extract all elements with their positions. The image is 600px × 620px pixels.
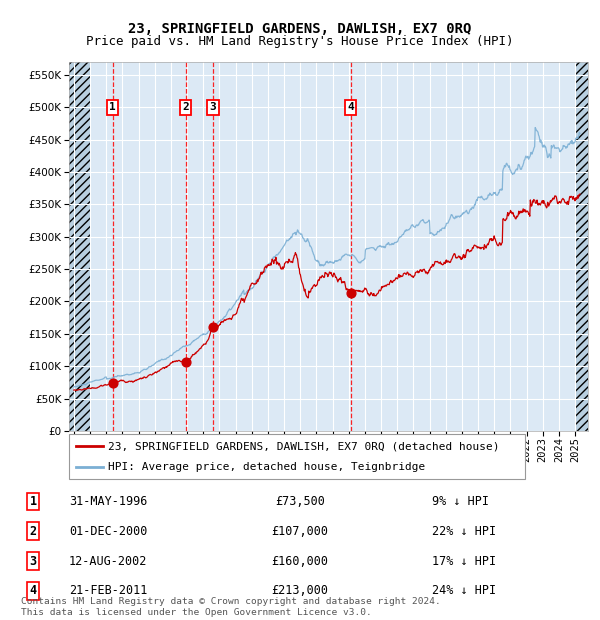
Text: £213,000: £213,000 [271,585,329,597]
Text: 31-MAY-1996: 31-MAY-1996 [69,495,148,508]
Text: 23, SPRINGFIELD GARDENS, DAWLISH, EX7 0RQ: 23, SPRINGFIELD GARDENS, DAWLISH, EX7 0R… [128,22,472,36]
Text: 21-FEB-2011: 21-FEB-2011 [69,585,148,597]
Text: 12-AUG-2002: 12-AUG-2002 [69,555,148,567]
Point [208,322,218,332]
FancyBboxPatch shape [69,434,525,479]
Text: 4: 4 [29,585,37,597]
Text: 3: 3 [209,102,217,112]
Text: Price paid vs. HM Land Registry's House Price Index (HPI): Price paid vs. HM Land Registry's House … [86,35,514,48]
Text: 1: 1 [29,495,37,508]
Text: 2: 2 [182,102,189,112]
Text: 22% ↓ HPI: 22% ↓ HPI [432,525,496,538]
Text: 3: 3 [29,555,37,567]
Text: 17% ↓ HPI: 17% ↓ HPI [432,555,496,567]
Text: 23, SPRINGFIELD GARDENS, DAWLISH, EX7 0RQ (detached house): 23, SPRINGFIELD GARDENS, DAWLISH, EX7 0R… [108,441,499,451]
Text: 1: 1 [109,102,116,112]
Text: 2: 2 [29,525,37,538]
Text: 01-DEC-2000: 01-DEC-2000 [69,525,148,538]
Text: £73,500: £73,500 [275,495,325,508]
Text: 24% ↓ HPI: 24% ↓ HPI [432,585,496,597]
Text: £107,000: £107,000 [271,525,329,538]
Text: 4: 4 [347,102,354,112]
Text: 9% ↓ HPI: 9% ↓ HPI [432,495,489,508]
Point [346,288,356,298]
Point [108,378,118,388]
Point [181,356,191,366]
Text: Contains HM Land Registry data © Crown copyright and database right 2024.
This d: Contains HM Land Registry data © Crown c… [21,598,441,617]
Text: £160,000: £160,000 [271,555,329,567]
Text: HPI: Average price, detached house, Teignbridge: HPI: Average price, detached house, Teig… [108,463,425,472]
